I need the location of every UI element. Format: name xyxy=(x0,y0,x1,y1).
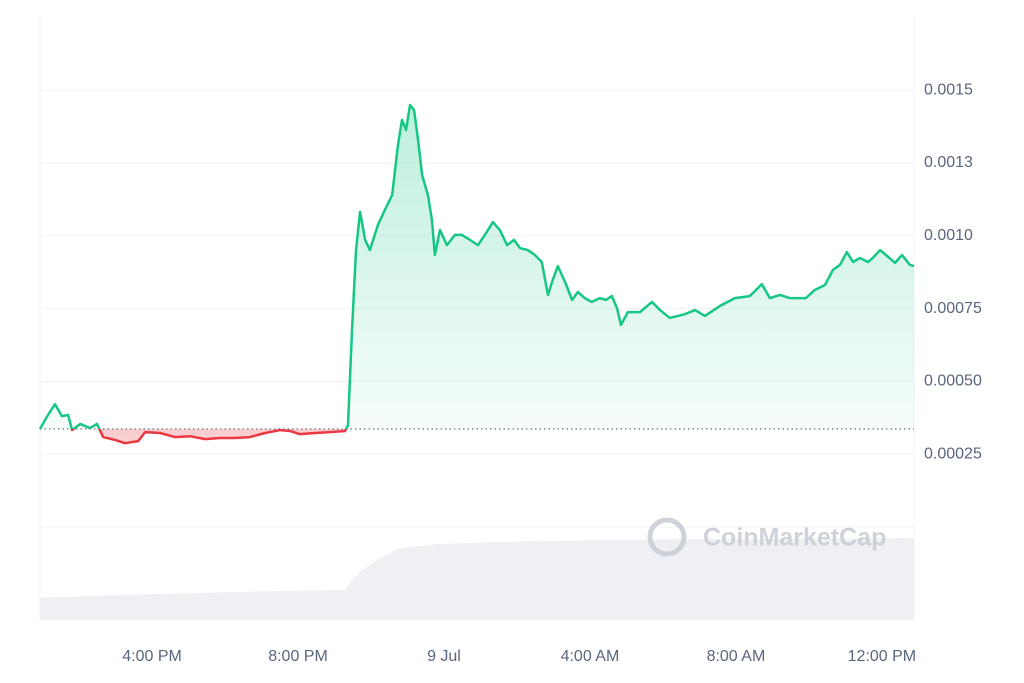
x-tick-label: 4:00 AM xyxy=(561,648,620,665)
x-tick-label: 8:00 PM xyxy=(268,648,328,665)
y-tick-label: 0.0013 xyxy=(924,154,973,171)
watermark-text: CoinMarketCap xyxy=(703,524,886,552)
y-tick-label: 0.0010 xyxy=(924,227,973,244)
y-tick-label: 0.00025 xyxy=(924,445,982,462)
watermark-logo xyxy=(647,517,687,557)
y-tick-label: 0.0015 xyxy=(924,81,973,98)
x-tick-label: 4:00 PM xyxy=(122,648,182,665)
y-tick-label: 0.00050 xyxy=(924,373,982,390)
x-tick-label: 12:00 PM xyxy=(848,648,916,665)
y-tick-label: 0.00075 xyxy=(924,300,982,317)
price-line xyxy=(38,103,915,445)
volume-area xyxy=(40,538,914,620)
price-area xyxy=(40,105,914,444)
x-tick-label: 8:00 AM xyxy=(707,648,766,665)
x-tick-label: 9 Jul xyxy=(427,648,461,665)
watermark: CoinMarketCap xyxy=(647,517,886,557)
